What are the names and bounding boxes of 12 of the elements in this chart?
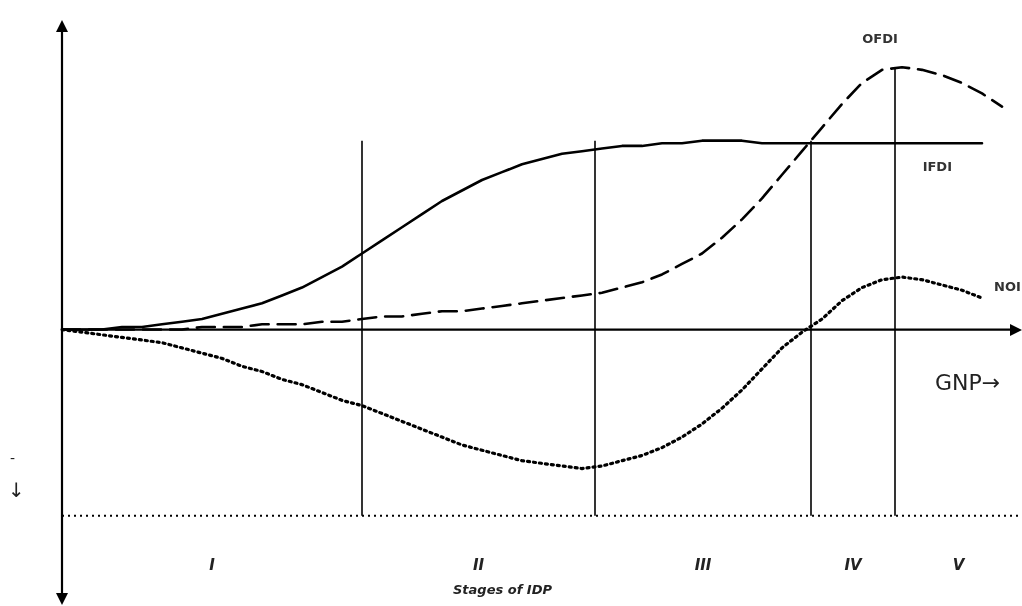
series-label: IFDI — [922, 158, 952, 174]
series-label: NOI — [994, 279, 1021, 295]
annotation: GNP→ — [935, 370, 1001, 395]
text: III — [694, 555, 712, 574]
text: - — [10, 450, 16, 466]
text: II — [472, 555, 485, 574]
text: Stages of IDP — [453, 582, 553, 597]
text: IV — [844, 555, 863, 574]
text: ↓ — [8, 478, 25, 502]
text: V — [952, 555, 966, 574]
series-label: OFDI — [862, 30, 898, 46]
text: I — [209, 555, 216, 574]
